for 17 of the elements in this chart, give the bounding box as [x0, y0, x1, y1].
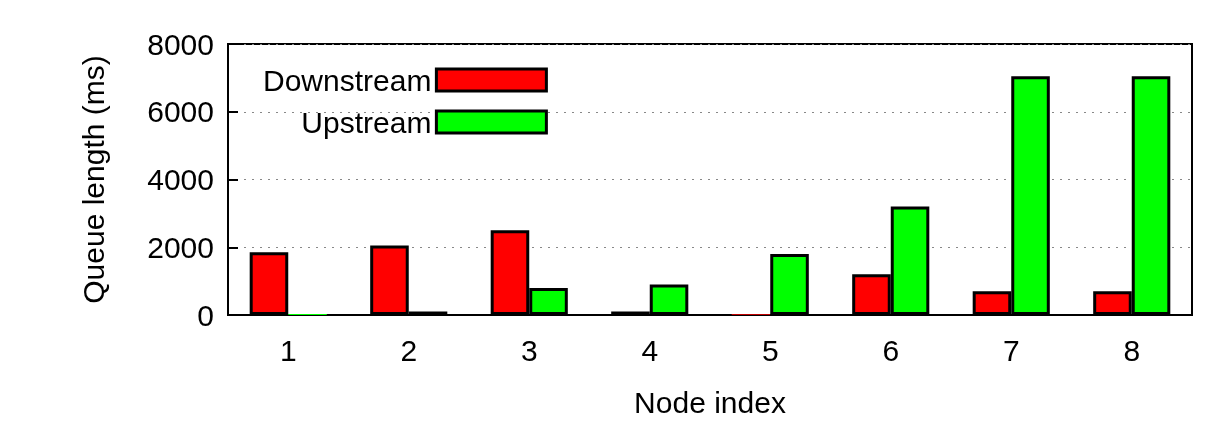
- y-tick-label: 2000: [147, 230, 214, 264]
- x-axis-title: Node index: [634, 385, 786, 419]
- x-tick-label: 1: [279, 333, 297, 367]
- y-tick-label: 0: [197, 298, 214, 332]
- x-tick-label: 8: [1123, 333, 1141, 367]
- legend-label: Downstream: [262, 63, 432, 97]
- y-tick-label: 6000: [147, 95, 214, 129]
- x-tick-label: 7: [1002, 333, 1020, 367]
- y-tick-label: 8000: [147, 27, 214, 61]
- x-tick-label: 2: [400, 333, 418, 367]
- x-tick-label: 6: [882, 333, 900, 367]
- legend-label: Upstream: [301, 105, 432, 139]
- x-tick-label: 5: [761, 333, 779, 367]
- y-tick-label: 4000: [147, 163, 214, 196]
- x-tick-label: 4: [641, 333, 659, 367]
- y-axis-title: Queue length (ms): [76, 55, 110, 304]
- x-tick-label: 3: [520, 333, 538, 367]
